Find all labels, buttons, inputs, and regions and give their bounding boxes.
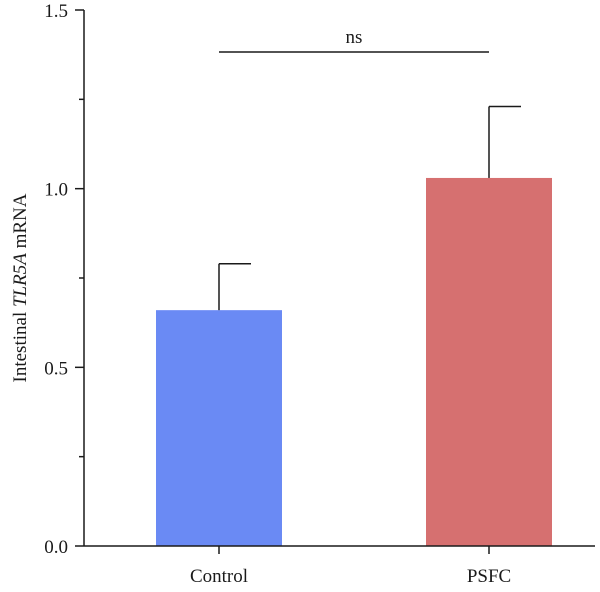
- bars-layer: [156, 177, 552, 547]
- y-axis-label-prefix: Intestinal: [10, 307, 31, 382]
- error-bars-layer: [218, 105, 521, 311]
- y-axis-label-suffix: mRNA: [10, 193, 31, 253]
- bar-psfc: [426, 177, 552, 547]
- y-tick-label: 1.0: [44, 180, 68, 201]
- x-category-label: Control: [190, 566, 248, 587]
- significance-label: ns: [346, 27, 363, 48]
- y-ticks-layer: 0.0 0.5 1.0 1.5: [44, 1, 84, 558]
- y-axis-label-gene: TLR5A: [10, 253, 31, 307]
- y-tick-label: 1.5: [44, 1, 68, 22]
- bar-control: [156, 310, 282, 546]
- x-category-label: PSFC: [467, 566, 511, 587]
- y-axis-label: Intestinal TLR5A mRNA: [10, 193, 31, 382]
- x-ticks-layer: Control PSFC: [190, 546, 511, 587]
- y-tick-label: 0.5: [44, 358, 68, 379]
- y-tick-label: 0.0: [44, 537, 68, 558]
